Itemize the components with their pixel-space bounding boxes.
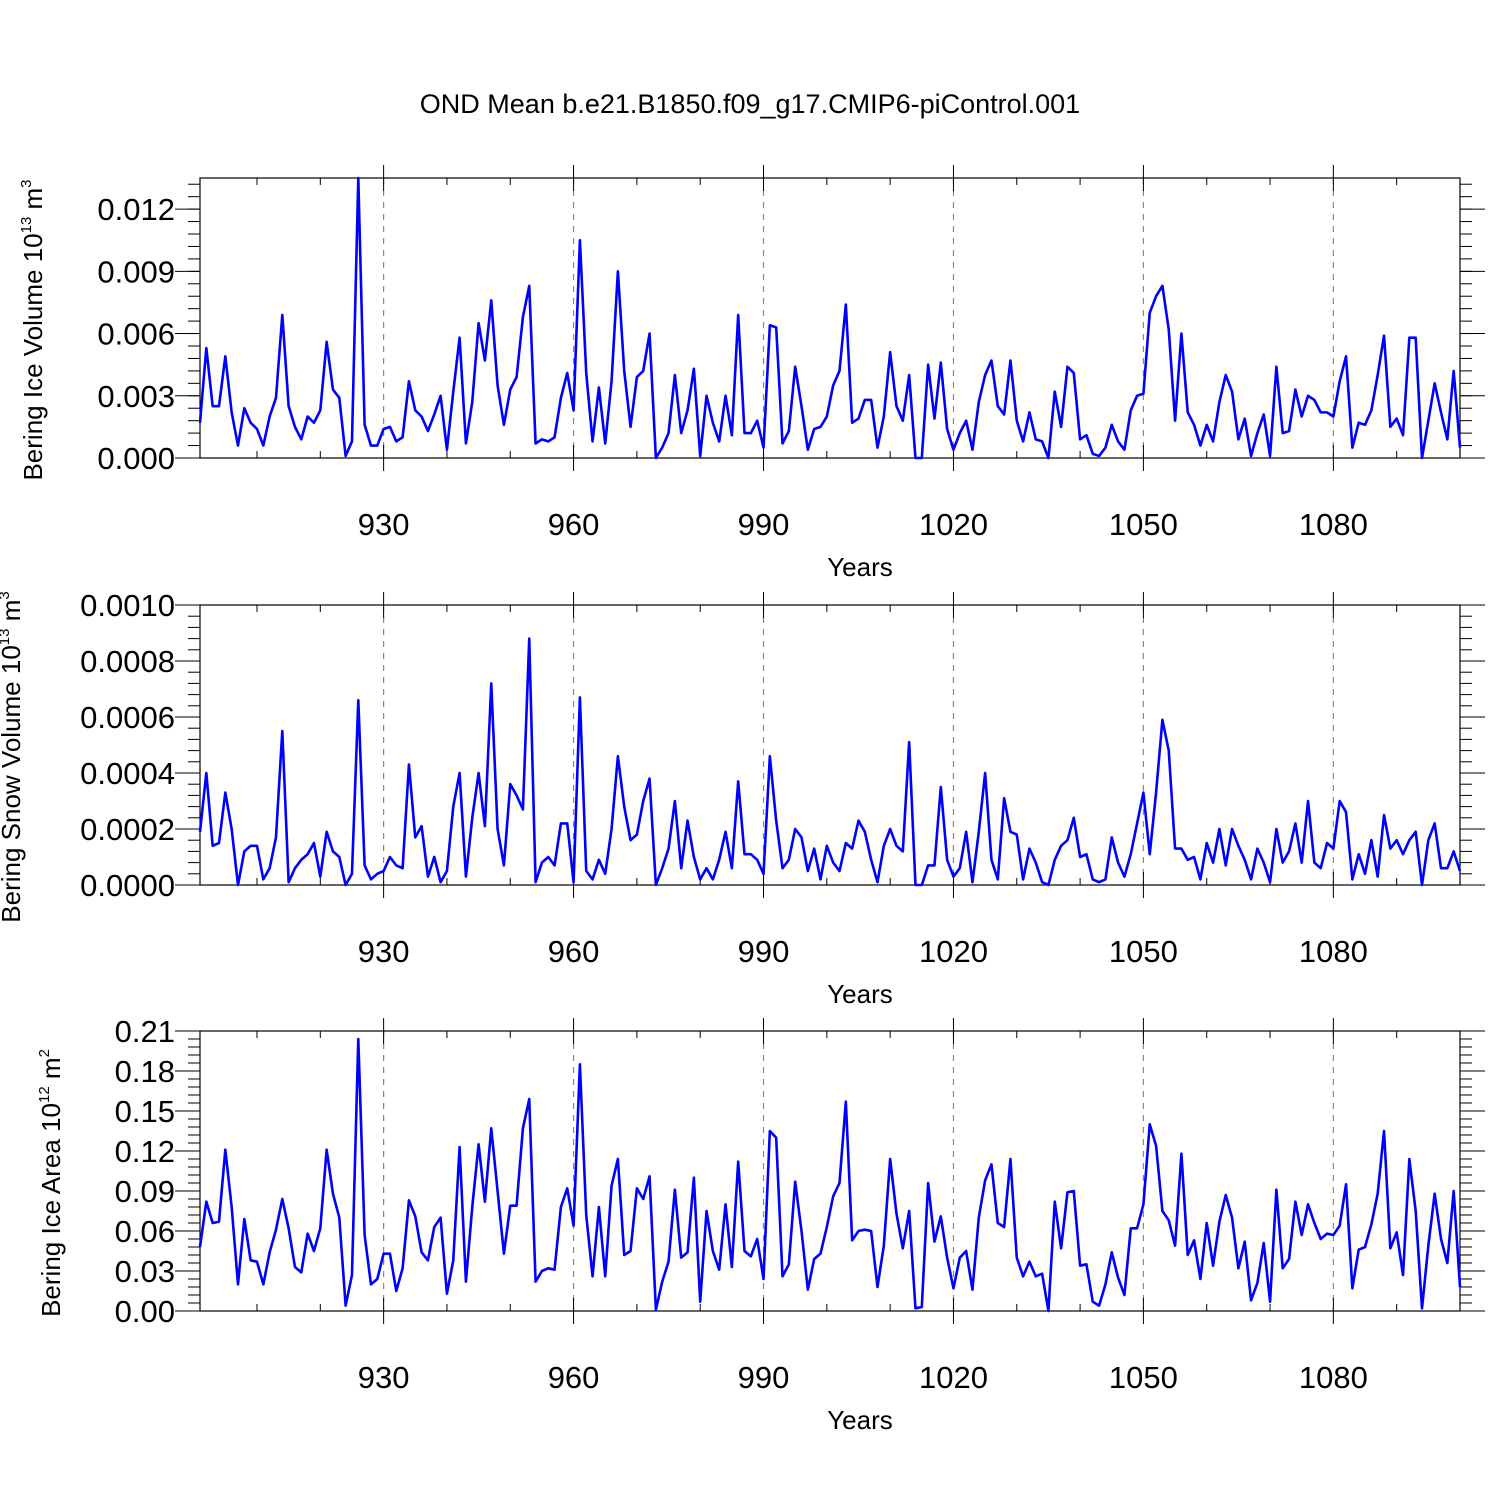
panel-snow-volume-xtick-label: 930: [358, 934, 410, 969]
panel-ice-area-xtick-label: 1080: [1299, 1360, 1368, 1395]
panel-ice-area-plot-frame: [199, 1030, 1461, 1312]
panel-ice-area-xtick-label: 930: [358, 1360, 410, 1395]
panel-snow-volume-xtick-label: 1020: [919, 934, 988, 969]
panel-ice-volume-xtick-label: 990: [738, 507, 790, 542]
panel-ice-area: 0.00 0.03 0.06 0.09 0.12 0.15 0.18 0.21 930 960 99…: [36, 1014, 1485, 1435]
panel-ice-area-ytick-label: 0.00: [115, 1294, 175, 1329]
panel-ice-volume-ytick-label: 0.006: [97, 317, 175, 352]
panel-ice-volume-x-axis-label: Years: [827, 552, 893, 582]
panel-snow-volume-series-line: [198, 637, 1462, 887]
panel-ice-area-xtick-label: 990: [738, 1360, 790, 1395]
panel-ice-area-ytick-label: 0.21: [115, 1014, 175, 1049]
panel-ice-volume-ytick-label: 0.003: [97, 379, 175, 414]
panel-snow-volume-xtick-label: 1080: [1299, 934, 1368, 969]
panel-ice-volume-xtick-label: 930: [358, 507, 410, 542]
panel-snow-volume-xtick-label: 1050: [1109, 934, 1178, 969]
panel-ice-volume-ytick-label: 0.009: [97, 254, 175, 289]
panel-snow-volume-ytick-label: 0.0006: [80, 700, 175, 735]
panel-snow-volume-xtick-label: 990: [738, 934, 790, 969]
panel-ice-area-series-line: [198, 1037, 1462, 1313]
panel-snow-volume-plot-frame: [199, 604, 1461, 886]
panel-ice-area-ytick-label: 0.03: [115, 1254, 175, 1289]
panel-ice-area-ytick-label: 0.09: [115, 1174, 175, 1209]
panel-ice-volume-xtick-label: 1050: [1109, 507, 1178, 542]
panel-ice-area-ytick-label: 0.06: [115, 1214, 175, 1249]
panel-snow-volume: 0.0000 0.0002 0.0004 0.0006 0.0008 0.0010 930 9…: [0, 588, 1485, 1009]
panel-ice-volume-ytick-label: 0.012: [97, 192, 175, 227]
panel-ice-area-xtick-label: 1050: [1109, 1360, 1178, 1395]
panel-ice-area-y-axis-label: Bering Ice Area 1012 m2: [36, 1049, 66, 1317]
panel-ice-area-xtick-label: 960: [548, 1360, 600, 1395]
panel-ice-volume-ytick-label: 0.000: [97, 441, 175, 476]
panel-ice-volume-xtick-label: 1080: [1299, 507, 1368, 542]
panel-snow-volume-ytick-label: 0.0000: [80, 868, 175, 903]
panel-ice-area-ytick-label: 0.18: [115, 1054, 175, 1089]
panel-snow-volume-ytick-label: 0.0010: [80, 588, 175, 623]
chart-title: OND Mean b.e21.B1850.f09_g17.CMIP6-piCon…: [420, 89, 1080, 119]
panel-snow-volume-y-axis-label: Bering Snow Volume 1013 m3: [0, 591, 26, 922]
panel-ice-area-ytick-label: 0.15: [115, 1094, 175, 1129]
panel-ice-volume-xtick-label: 960: [548, 507, 600, 542]
panel-ice-volume: 0.000 0.003 0.006 0.009 0.012 930 960 990 1020 10…: [18, 165, 1485, 582]
panel-ice-volume-y-axis-label: Bering Ice Volume 1013 m3: [18, 179, 48, 480]
panel-snow-volume-xtick-label: 960: [548, 934, 600, 969]
panel-ice-volume-plot-frame: [199, 177, 1461, 459]
panel-ice-area-ytick-label: 0.12: [115, 1134, 175, 1169]
panel-snow-volume-ytick-label: 0.0004: [80, 756, 175, 791]
panel-ice-volume-xtick-label: 1020: [919, 507, 988, 542]
panel-snow-volume-ytick-label: 0.0002: [80, 812, 175, 847]
panel-ice-area-x-axis-label: Years: [827, 1405, 893, 1435]
panel-snow-volume-x-axis-label: Years: [827, 979, 893, 1009]
panel-ice-volume-series-line: [198, 176, 1462, 460]
panel-ice-area-xtick-label: 1020: [919, 1360, 988, 1395]
panel-snow-volume-ytick-label: 0.0008: [80, 644, 175, 679]
